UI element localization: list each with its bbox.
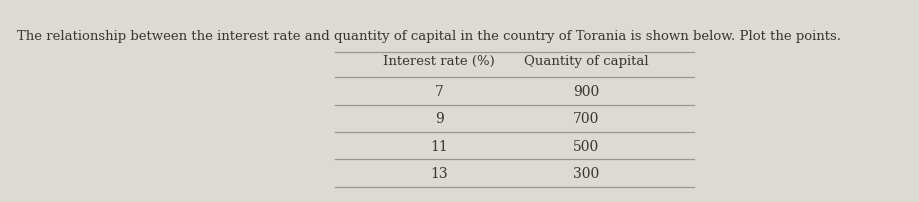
Text: 9: 9 — [435, 112, 444, 126]
Text: 900: 900 — [573, 84, 599, 98]
Text: 7: 7 — [435, 84, 444, 98]
Text: 700: 700 — [573, 112, 599, 126]
Text: Interest rate (%): Interest rate (%) — [383, 55, 495, 68]
Text: The relationship between the interest rate and quantity of capital in the countr: The relationship between the interest ra… — [17, 30, 841, 43]
Text: 500: 500 — [573, 139, 599, 153]
Text: 13: 13 — [431, 166, 448, 180]
Text: Quantity of capital: Quantity of capital — [524, 55, 649, 68]
Text: 300: 300 — [573, 166, 599, 180]
Text: 11: 11 — [430, 139, 448, 153]
